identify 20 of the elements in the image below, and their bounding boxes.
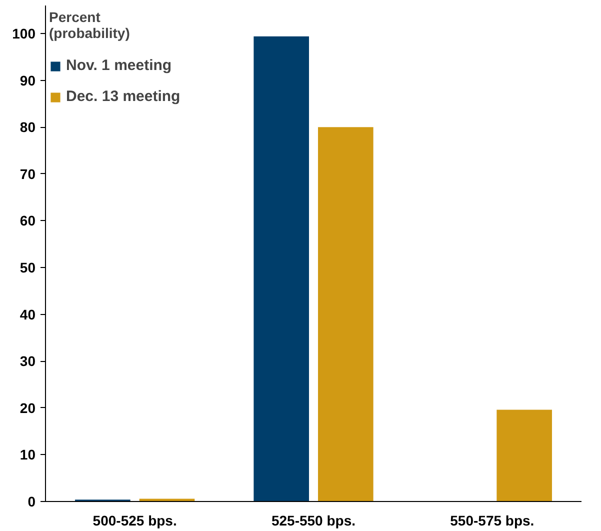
y-tick-label: 90 [20,72,36,88]
legend-label: Nov. 1 meeting [66,57,172,74]
y-tick-label: 40 [20,306,36,322]
y-axis-title: Percent (probability) [49,9,131,41]
x-tick-label: 525-550 bps. [271,512,356,528]
y-tick-label: 10 [20,446,36,463]
y-tick-label: 50 [20,260,36,276]
bar [254,36,309,502]
bar [496,410,552,502]
bar [318,127,374,502]
y-tick-label: 100 [12,26,36,42]
legend-label: Dec. 13 meeting [66,88,180,105]
y-tick-label: 20 [20,400,36,416]
y-tick-label: 30 [20,353,36,370]
y-tick-label: 0 [28,494,36,510]
y-tick-label: 80 [20,119,36,136]
y-tick-label: 60 [20,212,36,229]
x-tick-label: 550-575 bps. [450,512,534,528]
y-tick-label: 70 [20,166,36,182]
x-tick-label: 500-525 bps. [92,512,177,528]
